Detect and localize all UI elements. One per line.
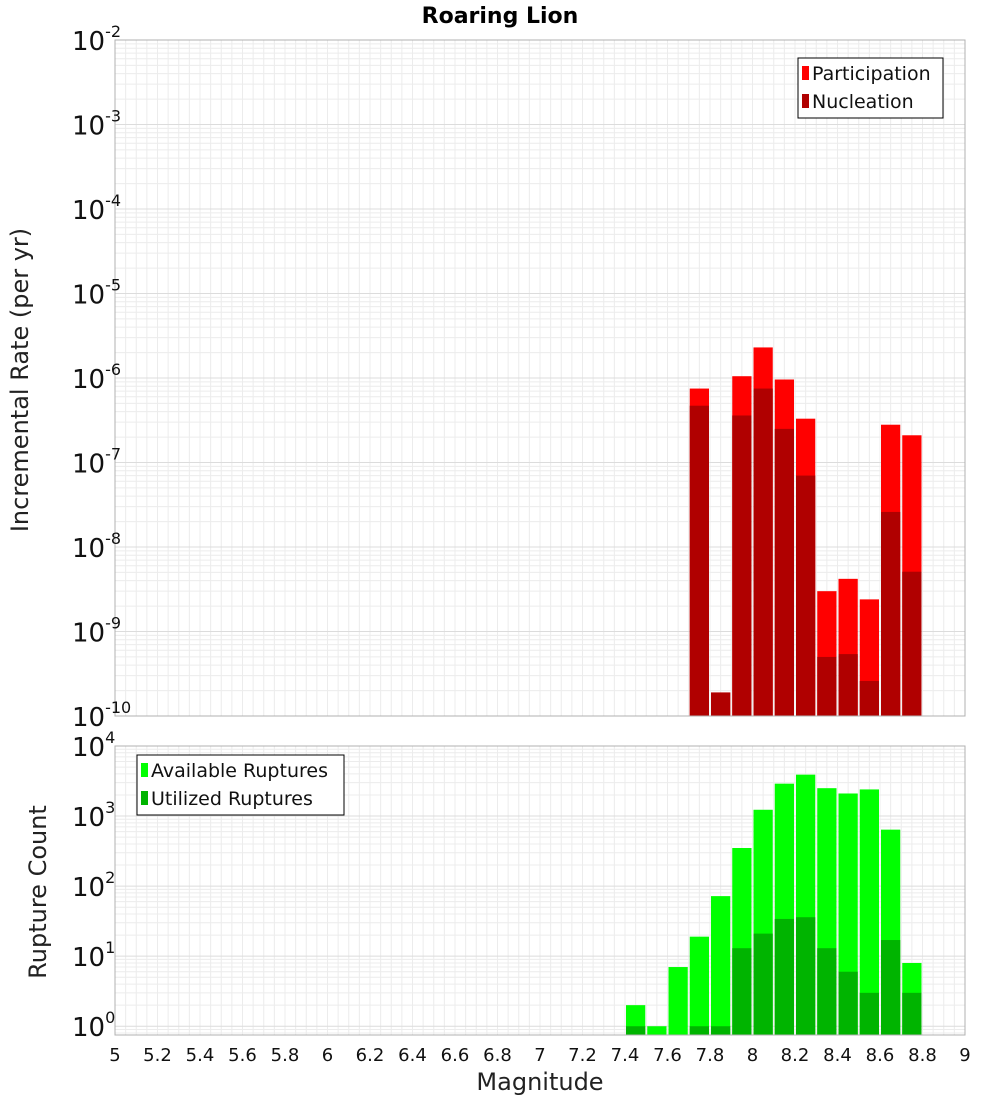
- legend-swatch: [141, 791, 148, 805]
- legend-label: Utilized Ruptures: [151, 788, 313, 810]
- legend-box: [797, 57, 944, 119]
- bars: [689, 347, 922, 716]
- bar: [881, 940, 901, 1035]
- bar: [796, 475, 816, 716]
- bar: [647, 1026, 667, 1035]
- chart-title: Roaring Lion: [422, 4, 579, 29]
- bar: [732, 415, 752, 716]
- x-tick-label: 8.2: [781, 1045, 810, 1066]
- top-y-axis-label: Incremental Rate (per yr): [6, 228, 34, 532]
- x-tick-label: 6.4: [398, 1045, 427, 1066]
- y-tick-labels: 10-2 10-3 10-4 10-5 10-6 10-7 10-8 10-9 10-10: [72, 22, 131, 733]
- bar: [902, 992, 922, 1035]
- bar: [796, 917, 816, 1035]
- y-tick-label: 100: [72, 1008, 115, 1043]
- bars: [626, 774, 922, 1035]
- series-nucleation: [689, 388, 922, 716]
- bar: [753, 388, 773, 716]
- bar: [753, 933, 773, 1035]
- bar: [689, 1026, 709, 1035]
- x-tick-label: 6.8: [483, 1045, 512, 1066]
- bar: [859, 992, 879, 1035]
- y-tick-label: 10-3: [72, 107, 121, 142]
- y-tick-label: 10-9: [72, 614, 121, 649]
- y-tick-label: 102: [72, 868, 115, 903]
- x-tick-label: 6.6: [441, 1045, 470, 1066]
- bar: [711, 896, 731, 1035]
- legend: Available Ruptures Utilized Ruptures: [136, 754, 345, 816]
- legend-swatch: [802, 94, 809, 108]
- x-tick-label: 7.6: [653, 1045, 682, 1066]
- bar: [732, 948, 752, 1035]
- bar: [668, 967, 688, 1035]
- x-tick-label: 7.2: [568, 1045, 597, 1066]
- bottom-y-axis-label: Rupture Count: [24, 805, 52, 979]
- y-tick-label: 101: [72, 938, 115, 973]
- x-tick-label: 5.2: [143, 1045, 172, 1066]
- legend-label: Available Ruptures: [151, 760, 328, 782]
- bar: [689, 405, 709, 716]
- x-tick-label: 8.4: [823, 1045, 852, 1066]
- y-tick-label: 10-5: [72, 276, 121, 311]
- x-tick-label: 7.8: [696, 1045, 725, 1066]
- legend-swatch: [802, 66, 809, 80]
- y-tick-label: 10-10: [72, 698, 131, 733]
- bar: [859, 789, 879, 1035]
- bar: [711, 1026, 731, 1035]
- x-tick-label: 6: [322, 1045, 333, 1066]
- x-tick-label: 8.8: [908, 1045, 937, 1066]
- legend: Participation Nucleation: [797, 57, 944, 119]
- y-tick-label: 10-6: [72, 360, 121, 395]
- plot-frame: [114, 39, 966, 717]
- y-tick-label: 104: [72, 728, 115, 763]
- y-tick-label: 10-8: [72, 529, 121, 564]
- y-tick-label: 10-4: [72, 191, 121, 226]
- legend-box: [136, 754, 345, 816]
- x-tick-label: 9: [959, 1045, 970, 1066]
- x-tick-label: 5.4: [186, 1045, 215, 1066]
- x-tick-label: 8.6: [866, 1045, 895, 1066]
- bar: [774, 428, 794, 716]
- legend-label: Participation: [812, 63, 931, 85]
- x-tick-label: 5: [109, 1045, 120, 1066]
- legend-label: Nucleation: [812, 91, 914, 113]
- x-tick-label: 7.4: [611, 1045, 640, 1066]
- x-tick-label: 5.8: [271, 1045, 300, 1066]
- bar: [711, 692, 731, 716]
- x-tick-label: 8: [747, 1045, 758, 1066]
- top-panel: 10-2 10-3 10-4 10-5 10-6 10-7 10-8 10-9 10-10 Par…: [72, 22, 966, 733]
- bar: [817, 656, 837, 716]
- y-tick-label: 103: [72, 798, 115, 833]
- y-tick-labels: 104 103 102 101 100: [72, 728, 115, 1043]
- bar: [838, 971, 858, 1035]
- bar: [902, 571, 922, 716]
- y-tick-label: 10-2: [72, 22, 121, 57]
- bar: [859, 680, 879, 716]
- bar: [838, 654, 858, 716]
- grid: [114, 40, 966, 717]
- x-tick-label: 6.2: [356, 1045, 385, 1066]
- plot-frame: [114, 745, 966, 1036]
- legend-swatch: [141, 763, 148, 777]
- bar: [817, 948, 837, 1035]
- bar: [689, 936, 709, 1035]
- bar: [626, 1026, 646, 1035]
- series-utilized-ruptures: [626, 917, 922, 1035]
- x-tick-labels: 5 5.2 5.4 5.6 5.8 6 6.2 6.4 6.6 6.8 7 7.2 7.4 7.6 7.8 8…: [109, 1045, 970, 1066]
- y-tick-label: 10-7: [72, 445, 121, 480]
- bar: [881, 511, 901, 716]
- x-tick-label: 5.6: [228, 1045, 257, 1066]
- bar: [774, 918, 794, 1035]
- x-tick-label: 7: [534, 1045, 545, 1066]
- x-axis-label: Magnitude: [476, 1068, 603, 1096]
